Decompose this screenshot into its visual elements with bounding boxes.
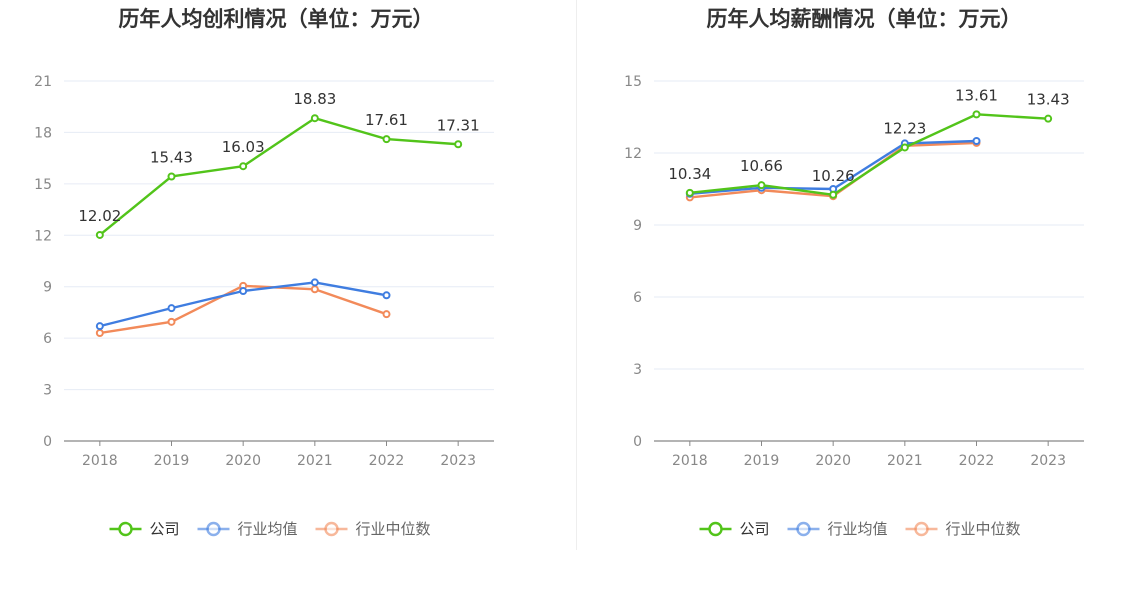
- x-tick-label: 2023: [1030, 453, 1066, 469]
- x-tick-label: 2022: [369, 453, 405, 469]
- legend-item-2[interactable]: 行业中位数: [315, 520, 431, 538]
- data-point[interactable]: [95, 230, 104, 239]
- legend-item-1[interactable]: 行业均值: [787, 520, 888, 538]
- data-point[interactable]: [900, 143, 909, 152]
- x-tick-label: 2019: [154, 453, 190, 469]
- data-point[interactable]: [95, 329, 104, 337]
- data-point[interactable]: [382, 310, 391, 319]
- data-point[interactable]: [972, 137, 981, 145]
- data-point[interactable]: [972, 110, 981, 119]
- y-tick-label: 3: [633, 362, 642, 378]
- salary-per-capita-chart: 历年人均薪酬情况（单位：万元） 0 3 6 9 12 15 2018 2019 2020 2021 2…: [624, 7, 1084, 538]
- chart-divider: [576, 0, 577, 550]
- x-tick-label: 2022: [959, 453, 995, 469]
- data-point[interactable]: [685, 188, 694, 197]
- data-point[interactable]: [757, 181, 766, 190]
- y-tick-label: 9: [43, 280, 52, 296]
- legend-label: 公司: [150, 520, 180, 538]
- legend-marker: [324, 521, 339, 537]
- x-tick-label: 2018: [82, 453, 118, 469]
- y-tick-label: 21: [34, 74, 52, 90]
- legend-item-0[interactable]: 公司: [699, 520, 770, 538]
- y-tick-label: 0: [633, 434, 642, 450]
- x-tick-label: 2018: [672, 453, 708, 469]
- y-tick-label: 18: [34, 125, 52, 141]
- data-point[interactable]: [95, 322, 104, 331]
- legend-label: 公司: [740, 520, 770, 538]
- data-label: 12.02: [78, 207, 121, 225]
- data-point[interactable]: [239, 287, 248, 295]
- data-point[interactable]: [1044, 114, 1053, 123]
- series-line-0: [689, 113, 1049, 196]
- legend-marker: [206, 521, 221, 537]
- legend-item-0[interactable]: 公司: [109, 520, 180, 538]
- data-point[interactable]: [239, 162, 248, 171]
- x-tick-label: 2020: [225, 453, 261, 469]
- y-tick-label: 0: [43, 434, 52, 450]
- data-label: 18.83: [293, 90, 336, 108]
- legend-label: 行业均值: [828, 520, 888, 538]
- y-tick-label: 9: [633, 218, 642, 234]
- data-point[interactable]: [829, 190, 838, 199]
- data-point[interactable]: [310, 114, 319, 123]
- y-tick-label: 12: [624, 146, 642, 162]
- data-label: 12.23: [883, 119, 926, 137]
- data-point[interactable]: [167, 317, 176, 326]
- data-point[interactable]: [167, 172, 176, 181]
- legend-label: 行业中位数: [356, 520, 431, 538]
- data-point[interactable]: [382, 135, 391, 144]
- y-tick-label: 12: [34, 228, 52, 244]
- x-tick-label: 2023: [440, 453, 476, 469]
- data-label: 15.43: [150, 148, 193, 166]
- legend-item-2[interactable]: 行业中位数: [905, 520, 1021, 538]
- data-label: 17.31: [437, 116, 480, 134]
- profit-per-capita-chart: 历年人均创利情况（单位：万元） 0 3 6 9 12 15 18 21 2018 2019 2020 2…: [34, 7, 494, 538]
- y-tick-label: 6: [43, 331, 52, 347]
- data-label: 13.61: [955, 86, 998, 104]
- data-label: 10.26: [812, 167, 855, 185]
- legend-marker: [796, 521, 811, 537]
- data-label: 13.43: [1027, 91, 1070, 109]
- data-point[interactable]: [310, 278, 319, 287]
- legend-label: 行业中位数: [946, 520, 1021, 538]
- data-label: 10.66: [740, 157, 783, 175]
- data-label: 10.34: [668, 165, 711, 183]
- data-point[interactable]: [310, 285, 319, 294]
- data-label: 16.03: [222, 138, 265, 156]
- y-tick-label: 15: [34, 177, 52, 193]
- chart-title: 历年人均创利情况（单位：万元）: [119, 7, 434, 31]
- x-tick-label: 2021: [887, 453, 923, 469]
- legend-label: 行业均值: [238, 520, 298, 538]
- x-tick-label: 2021: [297, 453, 333, 469]
- legend-marker: [708, 521, 723, 537]
- series-line-0: [99, 116, 459, 236]
- data-point[interactable]: [454, 140, 463, 149]
- x-tick-label: 2019: [744, 453, 780, 469]
- y-tick-label: 6: [633, 290, 642, 306]
- y-tick-label: 3: [43, 383, 52, 399]
- x-tick-label: 2020: [815, 453, 851, 469]
- legend-marker: [914, 521, 929, 537]
- data-point[interactable]: [382, 291, 391, 300]
- data-point[interactable]: [167, 304, 176, 313]
- y-tick-label: 15: [624, 74, 642, 90]
- data-label: 17.61: [365, 111, 408, 129]
- legend-marker: [118, 521, 133, 537]
- legend-item-1[interactable]: 行业均值: [197, 520, 298, 538]
- chart-title: 历年人均薪酬情况（单位：万元）: [707, 7, 1022, 31]
